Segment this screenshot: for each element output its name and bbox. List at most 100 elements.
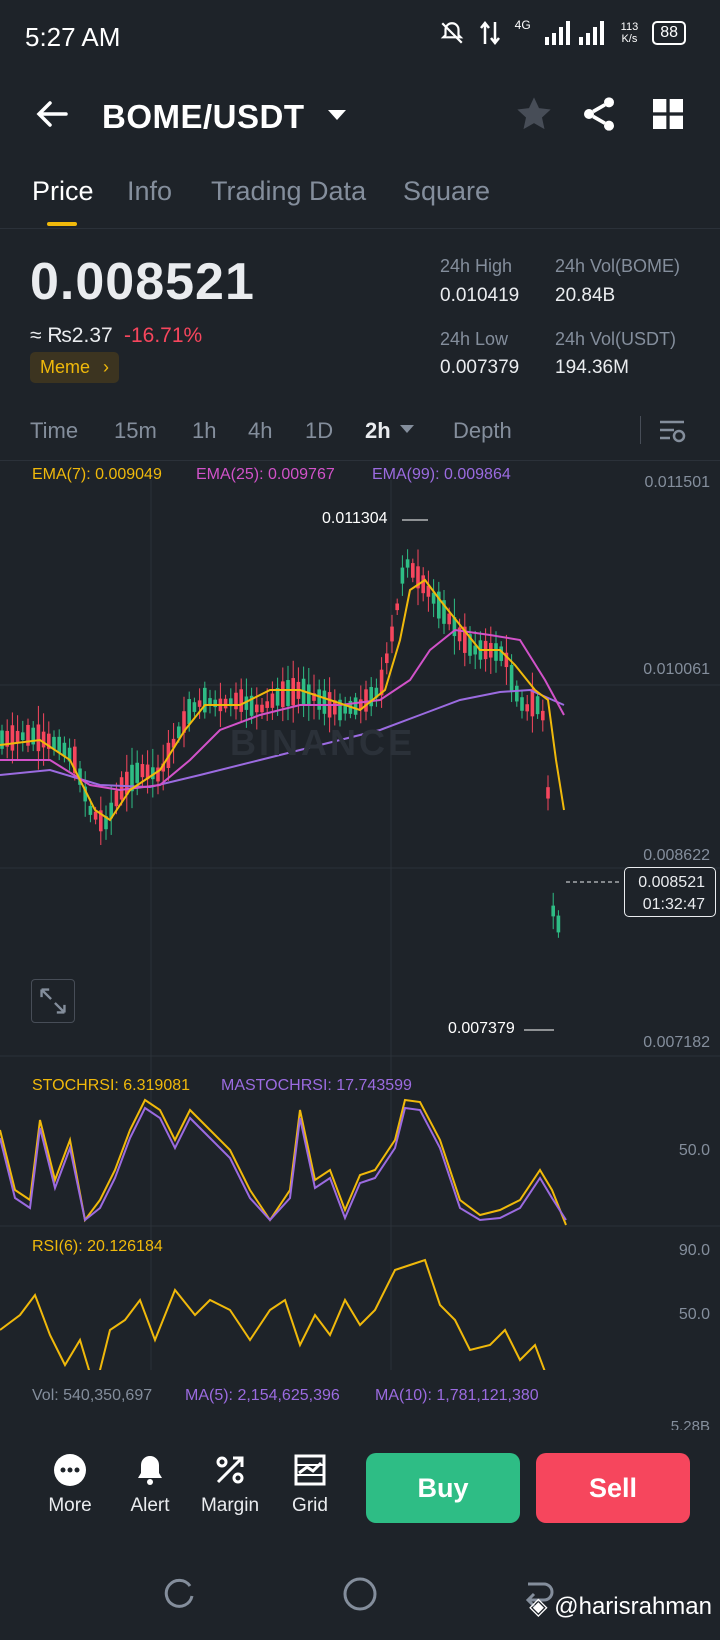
interval-1h[interactable]: 1h [192, 418, 217, 443]
candle-body [249, 695, 254, 716]
candle-body [457, 627, 462, 642]
candlestick-chart[interactable] [0, 460, 720, 1370]
share-icon[interactable] [579, 94, 619, 134]
candle-body [36, 724, 41, 752]
tab-trading-data[interactable]: Trading Data [211, 176, 367, 206]
axis-label-1: 0.011501 [644, 474, 710, 491]
axis-label-4: 0.007182 [643, 1034, 710, 1051]
vol-quote-value: 194.36M [555, 357, 629, 378]
network-type: 4G [514, 18, 531, 32]
interval-2h[interactable]: 2h [365, 418, 391, 443]
interval-1d[interactable]: 1D [305, 418, 334, 443]
axis-label-2: 0.010061 [643, 661, 710, 678]
candle-body [369, 687, 373, 707]
stochrsi-d-line [0, 1106, 567, 1222]
candle-body [421, 575, 425, 594]
candle-body [442, 600, 446, 624]
favorite-star-icon[interactable] [514, 94, 554, 134]
rsi-axis-mid: 50.0 [678, 1306, 710, 1323]
candle-body [125, 771, 129, 795]
pair-title[interactable]: BOME/USDT [102, 98, 305, 135]
candle-body [473, 645, 477, 655]
chart-gridlines [0, 480, 720, 1370]
net-speed-unit: K/s [621, 33, 638, 45]
data-transfer-icon [479, 20, 500, 46]
margin-button[interactable]: Margin [195, 1453, 265, 1517]
candle-body [463, 626, 467, 653]
alert-button[interactable]: Alert [115, 1453, 185, 1517]
interval-4h[interactable]: 4h [248, 418, 273, 443]
more-button[interactable]: More [35, 1453, 105, 1517]
candle-body [270, 693, 275, 708]
candle-body [338, 699, 342, 721]
candle-body [525, 704, 529, 712]
candle-body [47, 733, 51, 749]
candle-body [546, 787, 550, 799]
vol-base-label: 24h Vol(BOME) [555, 256, 681, 276]
recents-icon[interactable] [164, 1578, 196, 1610]
volume-ma10-label: MA(10): 1,781,121,380 [375, 1387, 539, 1404]
candle-body [99, 810, 103, 832]
more-label: More [48, 1495, 92, 1516]
tab-info[interactable]: Info [127, 176, 173, 206]
candle-body [5, 730, 9, 747]
interval-15m[interactable]: 15m [114, 418, 157, 443]
candle-body [291, 678, 295, 706]
home-icon[interactable] [342, 1576, 378, 1612]
tab-price[interactable]: Price [32, 176, 94, 206]
grid-bot-icon [294, 1454, 326, 1486]
alert-label: Alert [130, 1495, 170, 1516]
stochrsi-lines [0, 1098, 567, 1226]
tabs-divider [0, 228, 720, 229]
candle-body [405, 559, 410, 568]
candle-body [135, 762, 139, 783]
grid-menu-icon[interactable] [648, 94, 688, 134]
candle-body [78, 768, 82, 785]
back-nav-icon[interactable] [522, 1576, 556, 1610]
interval-time[interactable]: Time [30, 418, 79, 443]
candle-body [31, 727, 35, 745]
chart-settings-icon[interactable] [658, 418, 686, 444]
back-arrow-icon[interactable] [32, 94, 72, 134]
candle-body [416, 566, 420, 589]
buy-button[interactable]: Buy [366, 1453, 520, 1523]
status-bar: 5:27 AM 4G 113 K/s 88 [0, 0, 720, 72]
price-change: -16.71% [124, 324, 203, 347]
mastochrsi-label: MASTOCHRSI: 17.743599 [221, 1077, 412, 1094]
candle-body [88, 805, 93, 815]
tag-meme[interactable]: Meme › [30, 352, 120, 383]
candle-body [83, 786, 87, 802]
candle-body [260, 704, 264, 713]
candle-countdown: 01:32:47 [642, 896, 705, 913]
candle-body [556, 915, 561, 933]
candle-body [239, 689, 243, 712]
candle-body [208, 698, 212, 706]
candle-body [509, 664, 514, 692]
candle-body [343, 703, 347, 714]
candle-body [114, 790, 119, 807]
active-tab-indicator [47, 222, 77, 226]
candle-body [541, 710, 545, 721]
header: BOME/USDT [0, 80, 720, 156]
candle-body [229, 698, 233, 707]
notifications-off-icon [440, 22, 463, 44]
net-speed-value: 113 [620, 21, 639, 33]
status-time: 5:27 AM [25, 22, 121, 52]
candle-body [177, 726, 181, 739]
last-price: 0.008521 [30, 253, 255, 311]
candle-body [322, 690, 327, 714]
candle-body [244, 696, 249, 710]
vol-base-value: 20.84B [555, 285, 616, 306]
grid-button[interactable]: Grid [275, 1453, 345, 1517]
candle-body [400, 567, 405, 584]
tab-square[interactable]: Square [403, 176, 491, 206]
expand-chart-icon[interactable] [31, 979, 75, 1023]
interval-caret-icon[interactable] [400, 425, 414, 433]
interval-depth[interactable]: Depth [453, 418, 512, 443]
candle-body [390, 626, 394, 642]
candle-body [281, 681, 285, 708]
candle-body [140, 764, 145, 778]
candle-body [535, 696, 540, 715]
sell-button[interactable]: Sell [536, 1453, 690, 1523]
pair-dropdown-icon[interactable] [328, 110, 346, 120]
